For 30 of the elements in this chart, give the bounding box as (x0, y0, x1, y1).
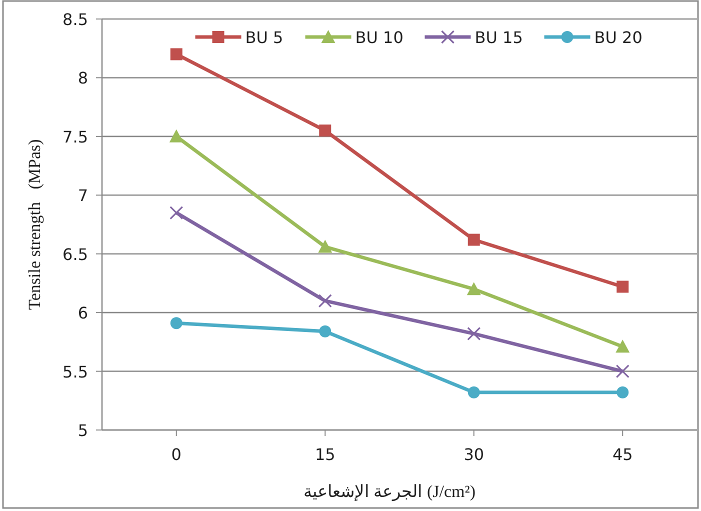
point (170, 317, 182, 330)
x-axis-title: الجرعة الإشعاعية (J/cm²) (303, 482, 476, 502)
x-tick-label: 30 (464, 445, 484, 464)
y-tick-label: 7.5 (62, 127, 88, 146)
point (170, 48, 182, 60)
point (616, 386, 629, 398)
y-tick-label: 8 (78, 68, 88, 88)
point (468, 386, 480, 398)
point (468, 234, 480, 246)
point (616, 280, 629, 293)
y-tick-label: 5.5 (62, 362, 88, 382)
y-tick-label: 8.5 (62, 10, 88, 29)
legend-label: BU 10 (355, 28, 404, 47)
y-tick-label: 6.5 (62, 244, 88, 264)
x-tick-label: 45 (612, 445, 633, 464)
y-tick-label: 5 (78, 421, 88, 440)
y-tick-label: 6 (78, 304, 88, 323)
legend-label: BU 5 (245, 28, 284, 47)
point (318, 240, 332, 253)
point (319, 124, 332, 137)
y-axis-title: Tensile strength (MPas) (25, 139, 44, 310)
legend-label: BU 15 (474, 28, 523, 47)
y-tick-label: 7 (78, 186, 88, 206)
point (169, 129, 184, 142)
point (616, 340, 630, 353)
x-tick-label: 15 (314, 445, 336, 464)
x-tick-label: 0 (171, 445, 182, 464)
point (466, 282, 481, 296)
point (319, 325, 332, 338)
legend-label: BU 20 (594, 28, 642, 47)
